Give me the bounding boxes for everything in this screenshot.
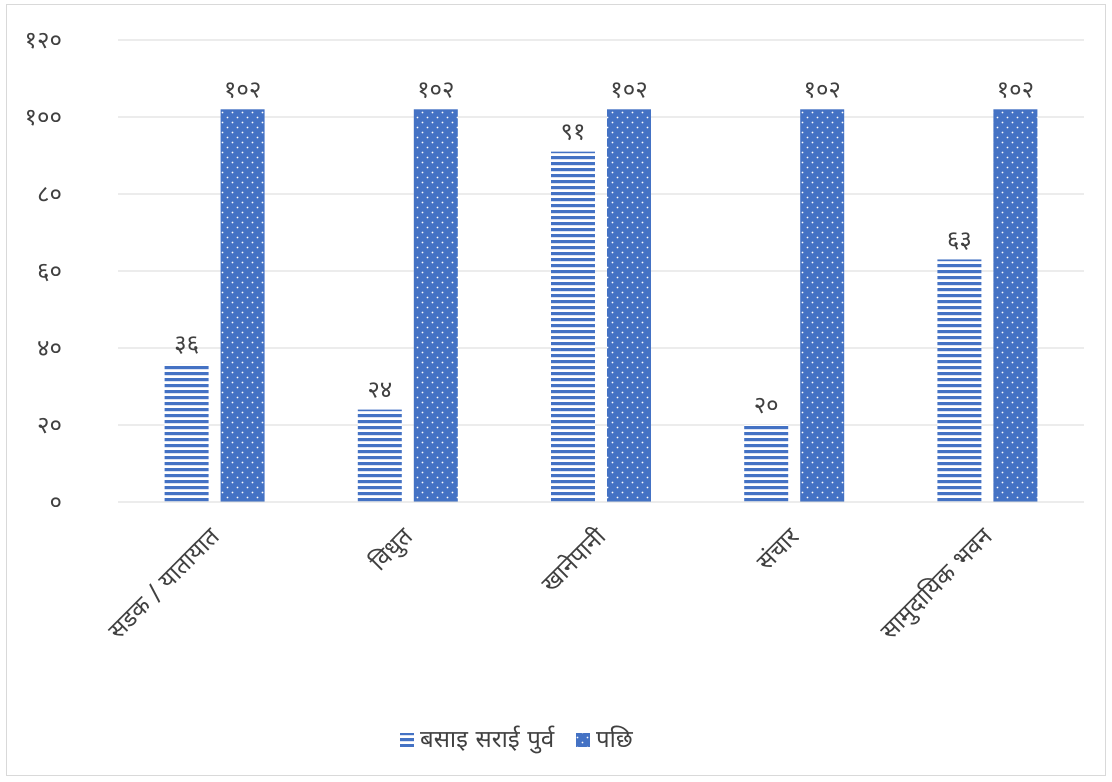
legend-label: पछि: [596, 725, 634, 753]
bar-before: [551, 151, 595, 502]
bar-before: [164, 363, 209, 502]
category-label: संचार: [751, 522, 805, 576]
legend-swatch: [400, 733, 414, 747]
data-label: १०२: [610, 75, 647, 103]
bar-before: [937, 259, 982, 502]
bar-after: [993, 109, 1038, 503]
bar-before: [357, 409, 402, 502]
data-label: १०२: [803, 75, 840, 103]
category-label: सामुदायिक भवन: [875, 522, 999, 646]
bar-before: [744, 425, 789, 502]
data-label: २०: [754, 391, 779, 419]
category-label: विधुत: [364, 522, 419, 577]
y-tick-label: १२०: [25, 26, 62, 54]
y-tick-label: १००: [25, 103, 62, 131]
data-label: ९१: [561, 118, 586, 146]
data-label: ६३: [947, 225, 972, 253]
y-tick-label: ८०: [37, 180, 62, 208]
bar-after: [413, 109, 458, 503]
legend-swatch: [576, 733, 590, 747]
category-label: खानेपानी: [536, 522, 612, 598]
data-label: १०२: [997, 75, 1034, 103]
bar-after: [800, 109, 845, 503]
bar-after: [607, 109, 651, 503]
category-label: सडक / यातायात: [103, 522, 226, 645]
legend-label: बसाइ सराई पुर्व: [420, 725, 555, 754]
data-label: ३६: [174, 329, 199, 357]
data-label: २४: [367, 376, 392, 404]
y-tick-label: ६०: [37, 257, 62, 285]
bar-after: [220, 109, 265, 503]
y-tick-label: २०: [37, 411, 62, 439]
data-label: १०२: [417, 75, 454, 103]
y-tick-label: ४०: [37, 334, 62, 362]
data-label: १०२: [224, 75, 261, 103]
y-tick-label: ०: [50, 488, 62, 516]
